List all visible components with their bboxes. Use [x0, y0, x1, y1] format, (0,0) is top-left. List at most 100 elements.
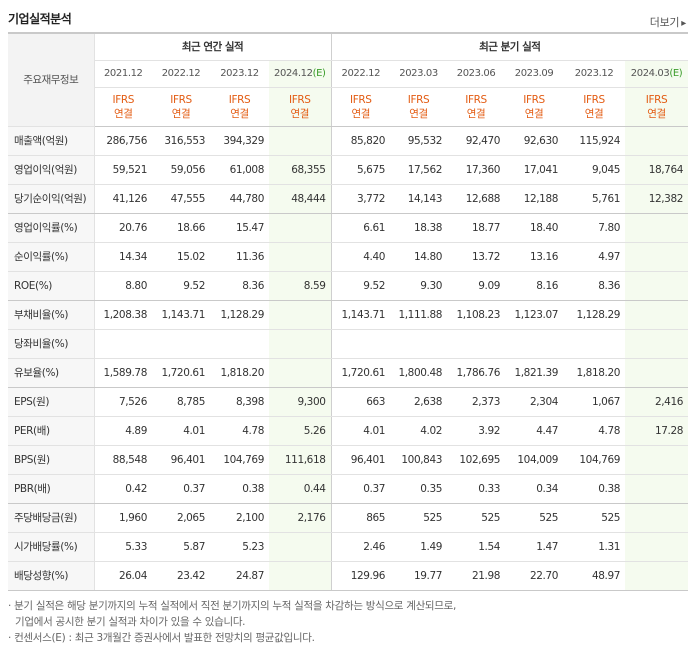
- period-header: 2023.06: [447, 60, 506, 88]
- standard-header: IFRS 연결: [210, 87, 269, 127]
- standard-ifrs: IFRS: [228, 93, 251, 106]
- standard-header: IFRS 연결: [152, 87, 210, 127]
- table-cell: 8,398: [210, 387, 269, 417]
- table-cell: [625, 445, 689, 475]
- row-label: 배당성향(%): [8, 561, 95, 591]
- table-cell: 59,056: [152, 155, 210, 185]
- table-cell: [447, 329, 506, 359]
- table-row: 매출액(억원) 286,756 316,553 394,329 85,820 95,532…: [8, 126, 689, 156]
- standard-header: IFRS 연결: [269, 87, 332, 127]
- table-cell: 2.46: [330, 532, 391, 562]
- table-row: PBR(배) 0.42 0.37 0.38 0.44 0.37 0.35 0.33 0.34 0.…: [8, 474, 689, 504]
- table-cell: [625, 213, 689, 243]
- period-label: 2021.12: [103, 68, 143, 79]
- table-cell: 1,143.71: [330, 300, 391, 330]
- table-cell: 88,548: [94, 445, 152, 475]
- more-label[interactable]: 더보기: [649, 16, 680, 29]
- period-header: 2024.12(E): [269, 60, 332, 88]
- table-cell: 92,630: [505, 126, 564, 156]
- table-cell: 115,924: [563, 126, 626, 156]
- period-label: 2023.12: [220, 68, 259, 79]
- table-cell: 4.78: [210, 416, 269, 446]
- table-cell: 0.42: [94, 474, 152, 504]
- standard-consolidated: 연결: [113, 107, 133, 120]
- table-cell: [330, 329, 391, 359]
- period-row: 2021.12 2022.12 2023.12 2024.12(E) 2022.12 20…: [8, 60, 689, 88]
- table-cell: 9.52: [330, 271, 391, 301]
- period-label: 2023.12: [574, 68, 614, 79]
- table-row: 순이익률(%) 14.34 15.02 11.36 4.40 14.80 13.72 13.1…: [8, 242, 689, 272]
- period-header: 2024.03(E): [625, 60, 689, 88]
- row-label: 영업이익률(%): [8, 213, 95, 243]
- table-cell: [625, 126, 689, 156]
- table-cell: 12,382: [625, 184, 689, 214]
- standard-consolidated: 연결: [230, 107, 249, 120]
- row-label: 당좌비율(%): [8, 329, 95, 359]
- standard-consolidated: 연결: [647, 107, 666, 120]
- table-cell: [210, 329, 269, 359]
- footnote-1: · 분기 실적은 해당 분기까지의 누적 실적에서 직전 분기까지의 누적 실적…: [8, 600, 457, 612]
- table-cell: 104,769: [210, 445, 269, 475]
- table-cell: 8,785: [152, 387, 210, 417]
- table-cell: 18.66: [152, 213, 210, 243]
- table-cell: [625, 271, 689, 301]
- table-cell: 1,111.88: [390, 300, 448, 330]
- table-cell: 1,108.23: [447, 300, 506, 330]
- standard-header: IFRS 연결: [505, 87, 564, 127]
- table-cell: 17.28: [625, 416, 689, 446]
- table-cell: 2,373: [447, 387, 506, 417]
- table-cell: 1,720.61: [330, 358, 391, 388]
- standard-consolidated: 연결: [466, 107, 486, 120]
- row-header-label: 주요재무정보: [8, 32, 95, 127]
- table-cell: 18,764: [625, 155, 689, 185]
- table-cell: 22.70: [505, 561, 564, 591]
- table-cell: 48,444: [269, 184, 332, 214]
- table-cell: 18.77: [447, 213, 506, 243]
- table-row: 영업이익률(%) 20.76 18.66 15.47 6.61 18.38 18.77 18.…: [8, 213, 689, 243]
- table-cell: 3.92: [447, 416, 506, 446]
- standard-ifrs: IFRS: [645, 93, 668, 106]
- table-cell: [269, 300, 332, 330]
- estimate-mark: (E): [312, 68, 326, 79]
- table-cell: 2,176: [269, 503, 332, 533]
- standard-consolidated: 연결: [171, 107, 191, 120]
- table-body: 매출액(억원) 286,756 316,553 394,329 85,820 95,532…: [8, 126, 689, 591]
- table-cell: 1,143.71: [152, 300, 210, 330]
- standard-consolidated: 연결: [524, 107, 544, 120]
- table-cell: [625, 474, 689, 504]
- table-row: 당기순이익(억원) 41,126 47,555 44,780 48,444 3,772 14…: [8, 184, 689, 214]
- table-cell: 4.01: [330, 416, 391, 446]
- table-cell: 68,355: [269, 155, 332, 185]
- table-cell: 24.87: [210, 561, 269, 591]
- table-cell: 1,786.76: [447, 358, 506, 388]
- table-cell: 14.34: [94, 242, 152, 272]
- standard-ifrs: IFRS: [112, 93, 135, 106]
- table-cell: 0.37: [330, 474, 391, 504]
- standard-ifrs: IFRS: [289, 93, 311, 106]
- section-header: 기업실적분석 더보기 ▸: [8, 10, 688, 30]
- table-cell: 11.36: [210, 242, 269, 272]
- row-label: 영업이익(억원): [8, 155, 95, 185]
- period-header: 2022.12: [330, 60, 391, 88]
- table-row: 주당배당금(원) 1,960 2,065 2,100 2,176 865 525 525 525…: [8, 503, 689, 533]
- table-cell: 1,800.48: [390, 358, 448, 388]
- table-cell: 2,304: [505, 387, 564, 417]
- table-cell: 1,960: [94, 503, 152, 533]
- table-cell: 525: [447, 503, 506, 533]
- table-cell: 7,526: [94, 387, 152, 417]
- table-cell: 1.31: [563, 532, 626, 562]
- standard-ifrs: IFRS: [170, 93, 192, 106]
- table-row: 배당성향(%) 26.04 23.42 24.87 129.96 19.77 21.98 22…: [8, 561, 689, 591]
- table-cell: 286,756: [94, 126, 152, 156]
- table-cell: 1,128.29: [563, 300, 626, 330]
- table-row: BPS(원) 88,548 96,401 104,769 111,618 96,401 10…: [8, 445, 689, 475]
- table-cell: 6.61: [330, 213, 391, 243]
- more-link[interactable]: 더보기 ▸: [650, 14, 686, 30]
- table-cell: 1,720.61: [152, 358, 210, 388]
- table-cell: 4.47: [505, 416, 564, 446]
- table-cell: [625, 242, 689, 272]
- period-header: 2023.09: [505, 60, 564, 88]
- table-cell: 21.98: [447, 561, 506, 591]
- table-cell: 17,041: [505, 155, 564, 185]
- table-row: ROE(%) 8.80 9.52 8.36 8.59 9.52 9.30 9.09 8.16 8.…: [8, 271, 689, 301]
